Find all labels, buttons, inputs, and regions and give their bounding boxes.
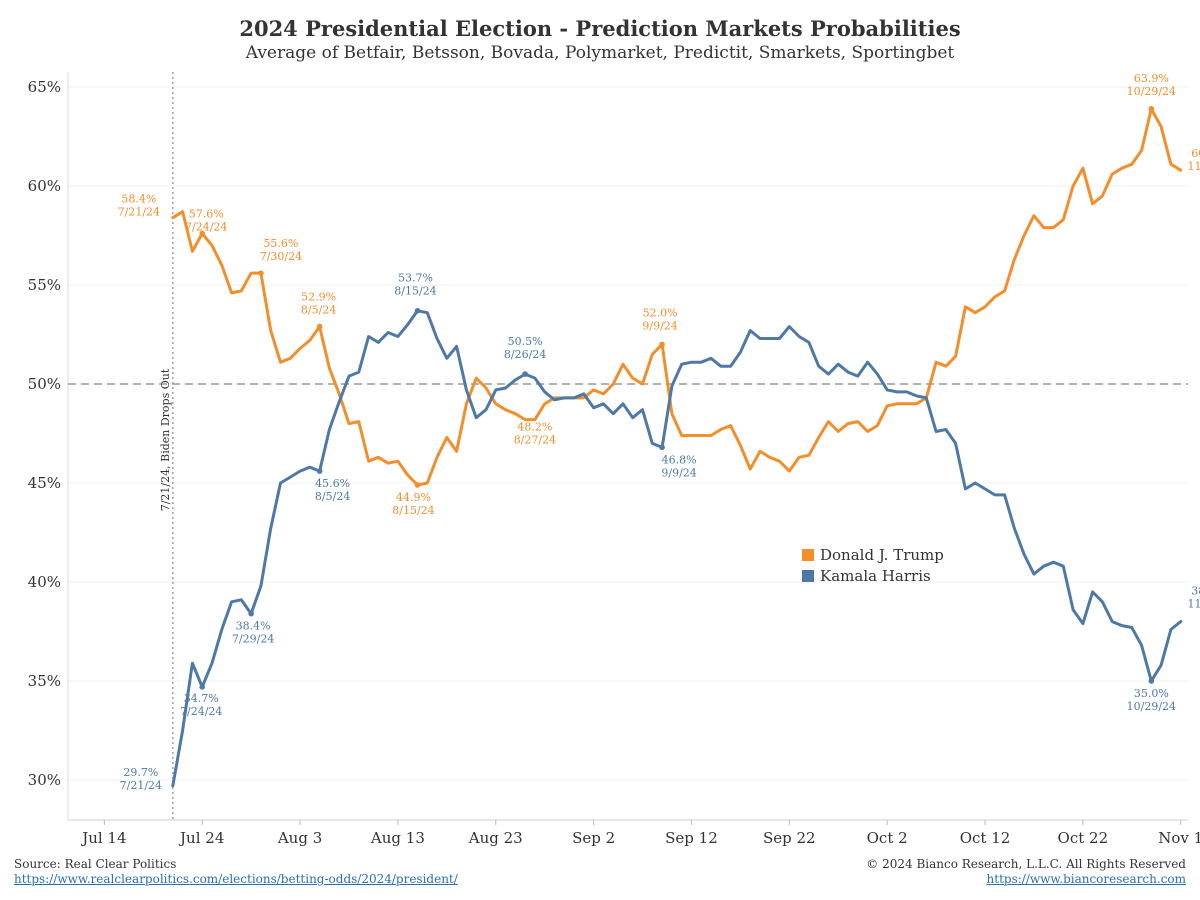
copyright-block: © 2024 Bianco Research, L.L.C. All Right… [866, 857, 1186, 887]
series-layer [171, 107, 1183, 788]
annotation-value: 60.8% [1191, 147, 1200, 160]
y-tick-label: 30% [28, 771, 61, 789]
source-block: Source: Real Clear Politics https://www.… [14, 857, 458, 887]
legend-swatch-harris [802, 570, 814, 582]
annotation-date: 8/26/24 [504, 348, 546, 361]
x-tick-label: Aug 3 [277, 829, 322, 847]
y-tick-label: 55% [28, 276, 61, 294]
annotation-date: 10/29/24 [1127, 700, 1176, 713]
annotation-date: 7/24/24 [180, 705, 222, 718]
x-tick-label: Oct 2 [867, 829, 908, 847]
y-tick-label: 40% [28, 573, 61, 591]
annotation-value: 57.6% [189, 208, 224, 221]
y-tick-label: 45% [28, 474, 61, 492]
annotation-date: 8/15/24 [392, 504, 434, 517]
annotation-value: 35.0% [1134, 687, 1169, 700]
annotation-marker [414, 307, 421, 314]
annotation-value: 55.6% [263, 237, 298, 250]
annotation-value: 38.4% [236, 620, 271, 633]
y-tick-label: 65% [28, 78, 61, 96]
x-tick-label: Sep 2 [572, 829, 615, 847]
annotation-marker [258, 270, 264, 276]
annotation-value: 52.9% [301, 291, 336, 304]
x-tick-label: Aug 23 [468, 829, 523, 847]
source-label: Source: Real Clear Politics [14, 857, 177, 871]
annotation-marker [659, 341, 665, 348]
x-tick-label: Sep 22 [763, 829, 816, 847]
annotation-value: 50.5% [508, 335, 543, 348]
annotation-marker [1148, 105, 1155, 112]
annotation-date: 9/9/24 [642, 319, 677, 332]
legend-swatch-trump [802, 549, 814, 561]
x-tick-label: Nov 1 [1158, 829, 1200, 847]
annotation-layer: 58.4%7/21/24 57.6%7/24/2455.6%7/30/2452.9… [118, 72, 1200, 792]
x-tick-label: Jul 14 [80, 829, 126, 847]
annotation-date: 7/21/24 [118, 206, 160, 219]
series-line-harris [171, 309, 1183, 788]
annotation-date: 7/24/24 [185, 221, 227, 234]
site-link[interactable]: https://www.biancoresearch.com [986, 872, 1186, 886]
legend: Donald J. Trump Kamala Harris [802, 546, 944, 585]
annotation-value: 53.7% [398, 272, 433, 285]
x-tick-label: Jul 24 [178, 829, 224, 847]
annotation-value: 34.7% [184, 692, 219, 705]
legend-label-trump: Donald J. Trump [820, 546, 944, 564]
annotation-marker [522, 371, 528, 377]
grid-layer [68, 86, 1188, 781]
annotation-date: 8/27/24 [514, 434, 556, 447]
reference-layer: 7/21/24, Biden Drops Out [68, 72, 1188, 820]
legend-label-harris: Kamala Harris [820, 567, 931, 585]
annotation-marker [199, 684, 206, 690]
chart-subtitle: Average of Betfair, Betsson, Bovada, Pol… [245, 43, 955, 63]
annotation-value: 52.0% [643, 306, 678, 319]
annotation-marker [316, 468, 323, 474]
annotation-date: 7/21/24 [120, 779, 162, 792]
annotation-value: 44.9% [396, 491, 431, 504]
annotation-date: 7/30/24 [260, 250, 302, 263]
chart-title: 2024 Presidential Election - Prediction … [239, 16, 961, 41]
axis-layer: 30% 35% 40% 45% 50% 55% 60% 65% Jul 14 Jul 24 Aug … [28, 72, 1200, 847]
annotation-value: 29.7% [123, 766, 158, 779]
annotation-marker [414, 482, 421, 488]
annotation-date: 9/9/24 [661, 466, 696, 479]
annotation-date: 11/1/24 [1188, 598, 1200, 611]
event-line-label: 7/21/24, Biden Drops Out [159, 368, 172, 511]
x-tick-label: Oct 12 [960, 829, 1011, 847]
x-tick-label: Aug 13 [370, 829, 425, 847]
y-tick-label: 60% [28, 177, 61, 195]
x-tick-label: Oct 22 [1058, 829, 1109, 847]
annotation-value: 38.0% [1191, 585, 1200, 598]
annotation-marker [316, 323, 323, 330]
y-tick-label: 35% [28, 672, 61, 690]
copyright-text: © 2024 Bianco Research, L.L.C. All Right… [866, 857, 1186, 871]
source-link[interactable]: https://www.realclearpolitics.com/electi… [14, 872, 458, 886]
annotation-marker [248, 610, 254, 617]
annotation-value: 46.8% [662, 453, 697, 466]
annotation-date: 8/5/24 [315, 490, 350, 503]
annotation-date: 10/29/24 [1127, 85, 1176, 98]
annotation-marker [1148, 678, 1155, 684]
annotation-value: 63.9% [1134, 72, 1169, 85]
annotation-date: 7/29/24 [232, 633, 274, 646]
annotation-value: 58.4% [121, 193, 156, 206]
annotation-value: 45.6% [315, 477, 350, 490]
annotation-date: 8/15/24 [394, 285, 436, 298]
annotation-marker [199, 230, 206, 237]
annotation-value: 48.2% [517, 421, 552, 434]
y-tick-label: 50% [28, 375, 61, 393]
x-tick-label: Sep 12 [665, 829, 718, 847]
annotation-marker [659, 444, 665, 451]
annotation-date: 8/5/24 [301, 304, 336, 317]
annotation-date: 11/1/24 [1188, 160, 1200, 173]
